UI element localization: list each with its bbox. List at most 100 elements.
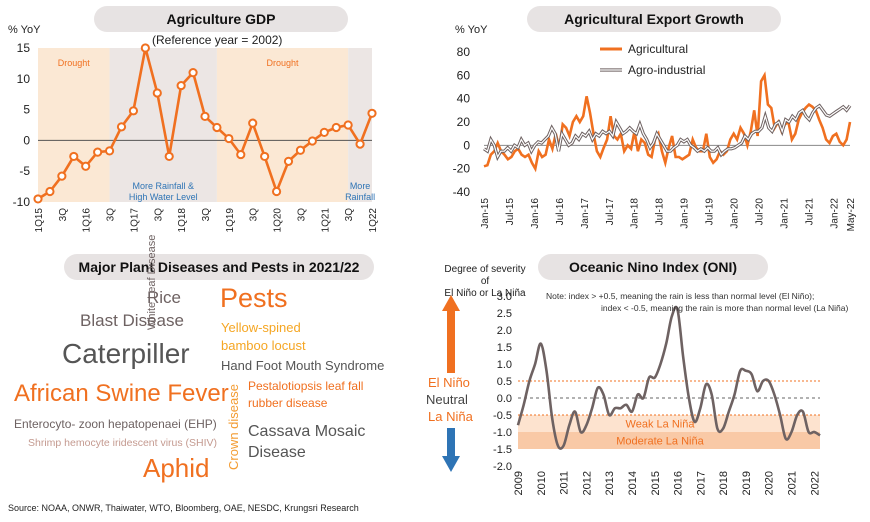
word-african-swine-fever: African Swine Fever [14, 380, 229, 407]
agri-gdp-title: Agriculture GDP [94, 6, 348, 32]
legend-label-agro-industrial: Agro-industrial [628, 63, 705, 77]
gdp-point [224, 133, 234, 144]
oni-ytick: 1.5 [497, 342, 512, 354]
gdp-ytick: -5 [19, 164, 30, 178]
oni-ytick: 0.0 [497, 393, 512, 405]
word-pestalotiopsis-line1: Pestalotiopsis leaf fall [248, 379, 364, 393]
gdp-point [69, 151, 79, 162]
oni-ytick: 1.0 [497, 359, 512, 371]
gdp-xtick: 3Q [58, 208, 69, 222]
gdp-band-label-drought-1: Drought [58, 58, 91, 68]
gdp-band-label-rain-1b: High Water Level [129, 192, 198, 202]
oni-band-1 [518, 415, 820, 432]
gdp-point [93, 147, 103, 157]
source-note: Source: NOAA, ONWR, Thaiwater, WTO, Bloo… [8, 503, 359, 513]
word-ehp: Enterocyto- zoon hepatopenaei (EHP) [14, 417, 217, 431]
export-ytick: 80 [457, 45, 471, 59]
agri-gdp-subtitle: (Reference year = 2002) [152, 33, 283, 47]
gdp-xtick: 1Q21 [320, 208, 331, 233]
oni-ytick: -1.0 [493, 427, 512, 439]
oni-xtick: 2016 [673, 471, 685, 495]
oni-ytick: 0.5 [497, 376, 512, 388]
oni-xtick: 2021 [787, 471, 799, 495]
oni-note-line2: index < -0.5, meaning the rain is more t… [601, 303, 849, 313]
gdp-ytick: 5 [23, 103, 30, 117]
export-xtick: Jul-15 [505, 198, 516, 226]
gdp-point [355, 139, 365, 149]
oni-xtick: 2013 [604, 471, 616, 495]
gdp-point [295, 145, 306, 155]
export-xtick: Jan-20 [730, 198, 741, 229]
gdp-xtick: 3Q [106, 208, 117, 222]
gdp-point [248, 118, 258, 128]
export-legend: Agricultural Agro-industrial [600, 42, 705, 77]
word-blast-disease: Blast Disease [80, 311, 184, 330]
word-bamboo-line1: Yellow-spined [221, 320, 301, 335]
oni-severity-line2: El Niño or La Niña [444, 288, 526, 299]
export-ytick: -40 [453, 185, 471, 199]
gdp-xtick: 1Q19 [225, 208, 236, 233]
export-xtick: Jan-19 [680, 198, 691, 229]
export-xtick: Jan-18 [630, 198, 641, 229]
gdp-xtick: 1Q18 [177, 208, 188, 233]
gdp-point [236, 149, 246, 160]
gdp-point [176, 80, 186, 91]
oni-xtick: 2019 [741, 471, 753, 495]
word-rice: Rice [147, 288, 182, 307]
gdp-point [128, 106, 139, 116]
export-title: Agricultural Export Growth [527, 6, 781, 32]
gdp-xtick: 1Q16 [82, 208, 93, 233]
gdp-point [152, 88, 162, 98]
gdp-xtick: 3Q [249, 208, 260, 222]
gdp-point [45, 186, 55, 197]
oni-xtick: 2014 [627, 471, 639, 495]
word-bamboo-line2: bamboo locust [221, 338, 306, 353]
export-xtick: Jul-18 [655, 198, 666, 226]
export-growth-chart: -40 -20 0 20 40 60 80 Jan-15 Jul-15 Jan-16 Jul-16 J… [453, 42, 857, 232]
gdp-point [164, 151, 174, 162]
oni-ytick: 2.0 [497, 325, 512, 337]
gdp-band-label-drought-2: Drought [267, 58, 300, 68]
oni-note-line1: Note: index > +0.5, meaning the rain is … [546, 291, 815, 301]
export-xtick: Jul-21 [804, 198, 815, 226]
gdp-point [283, 156, 294, 166]
agri-gdp-title-text: Agriculture GDP [166, 11, 276, 27]
export-ylabel: % YoY [455, 24, 488, 36]
up-arrow-icon [442, 295, 460, 373]
gdp-point [307, 136, 317, 146]
word-aphid: Aphid [143, 453, 210, 483]
diseases-title: Major Plant Diseases and Pests in 2021/2… [64, 254, 374, 280]
word-hand-foot-mouth: Hand Foot Mouth Syndrome [221, 358, 385, 373]
export-xtick: Jan-16 [530, 198, 541, 229]
word-pestalotiopsis-line2: rubber disease [248, 396, 328, 410]
oni-chart: Weak La Niña Moderate La Niña -2.0 -1.5 -1.0… [493, 291, 821, 495]
el-nino-label: El Niño [428, 375, 470, 390]
gdp-xtick: 3Q [344, 208, 355, 222]
word-cassava-line2: Disease [248, 444, 306, 461]
export-xtick: Jul-19 [705, 198, 716, 226]
oni-series-line [516, 305, 821, 450]
gdp-point [260, 151, 270, 162]
agri-gdp-chart: Drought Drought More Rainfall &High Water … [13, 41, 379, 233]
oni-band-label-weak: Weak La Niña [626, 419, 696, 431]
agri-gdp-ylabel: % YoY [8, 24, 41, 36]
word-shiv: Shrimp hemocyte iridescent virus (SHIV) [28, 437, 218, 449]
oni-xtick: 2011 [559, 471, 571, 495]
export-xtick: May-22 [846, 198, 857, 232]
gdp-xtick: 3Q [296, 208, 307, 222]
export-series-agro-industrial [483, 104, 851, 159]
gdp-point [188, 68, 198, 78]
export-xtick: Jul-17 [605, 198, 616, 226]
oni-xtick: 2017 [695, 471, 707, 495]
legend-label-agricultural: Agricultural [628, 42, 688, 56]
oni-xtick: 2009 [513, 471, 525, 495]
gdp-point [367, 108, 377, 118]
gdp-xtick: 1Q22 [368, 208, 379, 233]
oni-xtick: 2010 [536, 471, 548, 495]
gdp-point [81, 161, 91, 171]
export-xtick: Jan-17 [580, 198, 591, 229]
oni-title: Oceanic Nino Index (ONI) [538, 254, 768, 280]
gdp-point [140, 43, 150, 53]
export-ytick: 20 [457, 115, 471, 129]
gdp-point [331, 122, 341, 133]
